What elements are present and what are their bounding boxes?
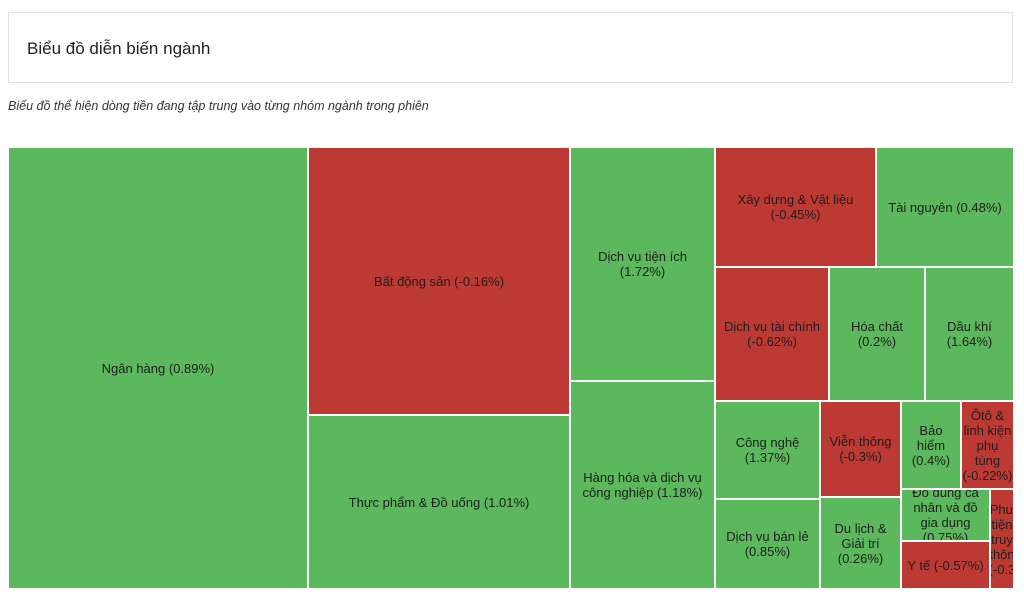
treemap-tile-vien-thong[interactable]: Viễn thông (-0.3%) [820, 401, 901, 497]
treemap-tile-label: Tài nguyên (0.48%) [888, 199, 1002, 215]
treemap-tile-dich-vu-tai-chinh[interactable]: Dịch vụ tài chính (-0.62%) [715, 267, 829, 401]
treemap-tile-label: Bất động sản (-0.16%) [373, 273, 505, 289]
treemap-tile-do-dung-ca-nhan[interactable]: Đồ dùng cá nhân và đồ gia dụng (0.75%) [901, 489, 990, 541]
treemap-tile-label: Xây dựng & Vật liệu (-0.45%) [737, 192, 854, 222]
treemap-tile-tai-nguyen[interactable]: Tài nguyên (0.48%) [876, 147, 1014, 267]
treemap-tile-label: Dầu khí (1.64%) [946, 319, 993, 349]
treemap-tile-dich-vu-tien-ich[interactable]: Dịch vụ tiện ích (1.72%) [570, 147, 715, 381]
treemap-tile-oto-linh-kien[interactable]: Ôtô & linh kiện phụ tùng (-0.22%) [961, 401, 1014, 489]
treemap-tile-thuc-pham-do-uong[interactable]: Thực phẩm & Đồ uống (1.01%) [308, 415, 570, 589]
treemap-tile-label: Dịch vụ tài chính (-0.62%) [723, 319, 821, 349]
treemap-tile-label: Thực phẩm & Đồ uống (1.01%) [348, 494, 530, 510]
treemap-tile-cong-nghe[interactable]: Công nghệ (1.37%) [715, 401, 820, 499]
treemap-tile-dich-vu-ban-le[interactable]: Dịch vụ bán lẻ (0.85%) [715, 499, 820, 589]
treemap-tile-label: Hàng hóa và dịch vụ công nghiệp (1.18%) [582, 470, 703, 500]
page-title: Biểu đồ diễn biến ngành [27, 39, 211, 58]
treemap-tile-label: Đồ dùng cá nhân và đồ gia dụng (0.75%) [912, 489, 979, 541]
treemap-tile-label: Du lịch & Giải trí (0.26%) [834, 520, 887, 566]
treemap-tile-du-lich-giai-tri[interactable]: Du lịch & Giải trí (0.26%) [820, 497, 901, 589]
treemap-tile-bat-dong-san[interactable]: Bất động sản (-0.16%) [308, 147, 570, 415]
treemap-tile-hang-hoa-dich-vu-cong-nghiep[interactable]: Hàng hóa và dịch vụ công nghiệp (1.18%) [570, 381, 715, 589]
treemap-tile-ngan-hang[interactable]: Ngân hàng (0.89%) [8, 147, 308, 589]
treemap-tile-label: Công nghệ (1.37%) [735, 435, 800, 465]
header-card: Biểu đồ diễn biến ngành [8, 12, 1013, 83]
treemap-tile-y-te[interactable]: Y tế (-0.57%) [901, 541, 990, 589]
treemap-tile-label: Dịch vụ tiện ích (1.72%) [598, 249, 687, 279]
treemap-tile-xay-dung-vat-lieu[interactable]: Xây dựng & Vật liệu (-0.45%) [715, 147, 876, 267]
treemap-tile-label: Ôtô & linh kiện phụ tùng (-0.22%) [962, 407, 1013, 483]
treemap-tile-dau-khi[interactable]: Dầu khí (1.64%) [925, 267, 1014, 401]
sector-treemap: Ngân hàng (0.89%) Bất động sản (-0.16%) Th… [8, 147, 1014, 589]
treemap-tile-label: Ngân hàng (0.89%) [101, 360, 215, 376]
treemap-tile-hoa-chat[interactable]: Hóa chất (0.2%) [829, 267, 925, 401]
treemap-tile-label: Hóa chất (0.2%) [850, 319, 904, 349]
chart-subtitle: Biểu đồ thể hiện dòng tiền đang tập trun… [8, 99, 429, 113]
treemap-tile-label: Viễn thông (-0.3%) [829, 434, 892, 464]
treemap-tile-label: Bảo hiểm (0.4%) [911, 422, 951, 468]
treemap-tile-bao-hiem[interactable]: Bảo hiểm (0.4%) [901, 401, 961, 489]
treemap-tile-label: Dịch vụ bán lẻ (0.85%) [726, 529, 809, 559]
treemap-tile-label: Y tế (-0.57%) [907, 557, 984, 573]
